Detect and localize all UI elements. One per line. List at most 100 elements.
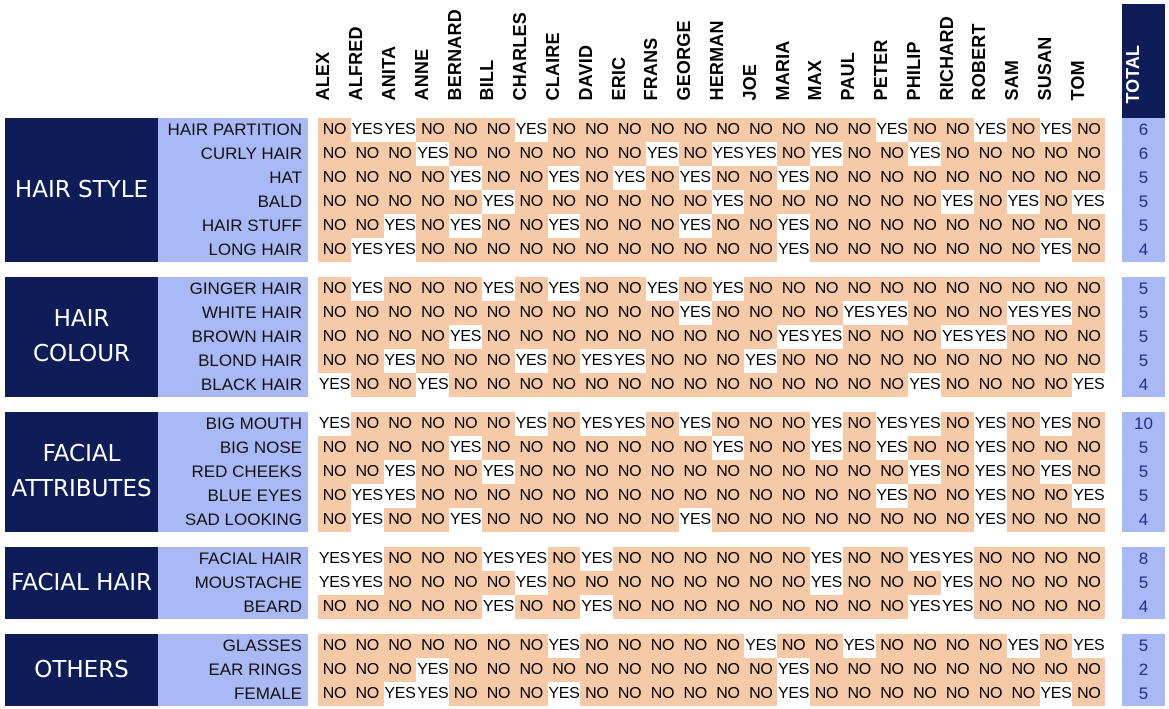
table-cell: NO	[711, 658, 745, 682]
table-cell: NO	[810, 301, 843, 325]
table-cell: NO	[974, 214, 1007, 238]
table-cell: NO	[941, 349, 974, 373]
table-cell: NO	[547, 547, 581, 571]
table-cell: NO	[318, 436, 351, 460]
table-cell: NO	[580, 277, 614, 301]
table-cell: NO	[547, 325, 581, 349]
table-cell: NO	[777, 190, 810, 214]
table-cell: NO	[810, 658, 843, 682]
category-label-line: COLOUR	[32, 341, 131, 367]
table-cell: NO	[350, 349, 384, 373]
table-cell: NO	[678, 571, 712, 595]
table-cell: NO	[711, 301, 745, 325]
attribute-label: BIG NOSE	[219, 438, 302, 457]
table-cell: NO	[646, 658, 679, 682]
table-cell: NO	[482, 682, 515, 706]
table-cell: NO	[613, 508, 646, 532]
table-cell: YES	[908, 412, 942, 436]
table-cell: NO	[318, 142, 351, 166]
table-cell: YES	[875, 484, 909, 508]
table-cell: YES	[908, 460, 942, 484]
table-cell: YES	[580, 412, 614, 436]
table-cell: NO	[514, 508, 548, 532]
table-cell: NO	[580, 571, 614, 595]
table-cell: NO	[678, 484, 712, 508]
table-cell: NO	[810, 349, 843, 373]
table-cell: NO	[646, 412, 679, 436]
table-cell: NO	[613, 484, 646, 508]
table-cell: NO	[514, 238, 548, 262]
table-cell: NO	[318, 484, 351, 508]
table-cell: NO	[842, 373, 876, 397]
person-name: SUSAN	[1034, 36, 1055, 101]
table-cell: NO	[449, 547, 482, 571]
table-cell: NO	[875, 373, 909, 397]
table-cell: NO	[908, 238, 942, 262]
table-cell: YES	[711, 142, 745, 166]
table-cell: YES	[547, 214, 581, 238]
table-cell: YES	[449, 436, 482, 460]
table-cell: NO	[941, 484, 974, 508]
table-cell: NO	[416, 349, 450, 373]
total-value: 5	[1138, 351, 1149, 370]
table-cell: NO	[416, 571, 450, 595]
table-cell: NO	[1039, 484, 1073, 508]
table-cell: NO	[482, 634, 515, 658]
table-cell: NO	[482, 412, 515, 436]
table-cell: NO	[1006, 277, 1040, 301]
table-cell: YES	[678, 301, 712, 325]
person-header-tom: TOM	[1068, 0, 1105, 113]
table-cell: NO	[1006, 436, 1040, 460]
table-cell: NO	[350, 658, 384, 682]
table-cell: YES	[514, 118, 548, 142]
table-cell: NO	[1006, 238, 1040, 262]
table-cell: NO	[842, 595, 876, 619]
table-cell: NO	[547, 595, 581, 619]
table-cell: NO	[350, 436, 384, 460]
table-cell: YES	[777, 325, 810, 349]
person-name: RICHARD	[936, 16, 957, 101]
table-cell: YES	[449, 214, 482, 238]
table-cell: NO	[678, 595, 712, 619]
table-cell: NO	[383, 508, 417, 532]
table-cell: NO	[1006, 325, 1040, 349]
table-cell: YES	[908, 547, 942, 571]
table-cell: YES	[449, 166, 482, 190]
table-cell: NO	[678, 547, 712, 571]
table-cell: NO	[875, 166, 909, 190]
table-cell: NO	[744, 571, 778, 595]
table-cell: NO	[416, 508, 450, 532]
total-value: 5	[1138, 684, 1149, 703]
table-cell: YES	[678, 214, 712, 238]
table-cell: NO	[383, 373, 417, 397]
table-cell: YES	[482, 460, 515, 484]
table-cell: YES	[810, 325, 843, 349]
table-cell: NO	[842, 238, 876, 262]
total-value: 6	[1138, 144, 1149, 163]
table-cell: NO	[1072, 412, 1106, 436]
table-cell: NO	[744, 325, 778, 349]
table-cell: NO	[514, 166, 548, 190]
table-cell: NO	[875, 547, 909, 571]
table-cell: NO	[350, 214, 384, 238]
table-cell: NO	[810, 508, 843, 532]
table-cell: NO	[941, 373, 974, 397]
table-cell: NO	[547, 142, 581, 166]
table-cell: YES	[1072, 634, 1106, 658]
table-cell: NO	[777, 277, 810, 301]
table-cell: NO	[744, 484, 778, 508]
table-cell: NO	[613, 118, 646, 142]
table-cell: NO	[350, 166, 384, 190]
person-name: JOE	[739, 63, 760, 101]
table-cell: YES	[416, 373, 450, 397]
table-cell: YES	[416, 142, 450, 166]
table-cell: NO	[613, 190, 646, 214]
table-cell: NO	[613, 277, 646, 301]
table-cell: NO	[842, 118, 876, 142]
table-cell: YES	[908, 595, 942, 619]
table-cell: YES	[547, 277, 581, 301]
table-cell: NO	[416, 595, 450, 619]
table-cell: NO	[1072, 142, 1106, 166]
table-cell: NO	[383, 571, 417, 595]
total-value: 5	[1138, 279, 1149, 298]
